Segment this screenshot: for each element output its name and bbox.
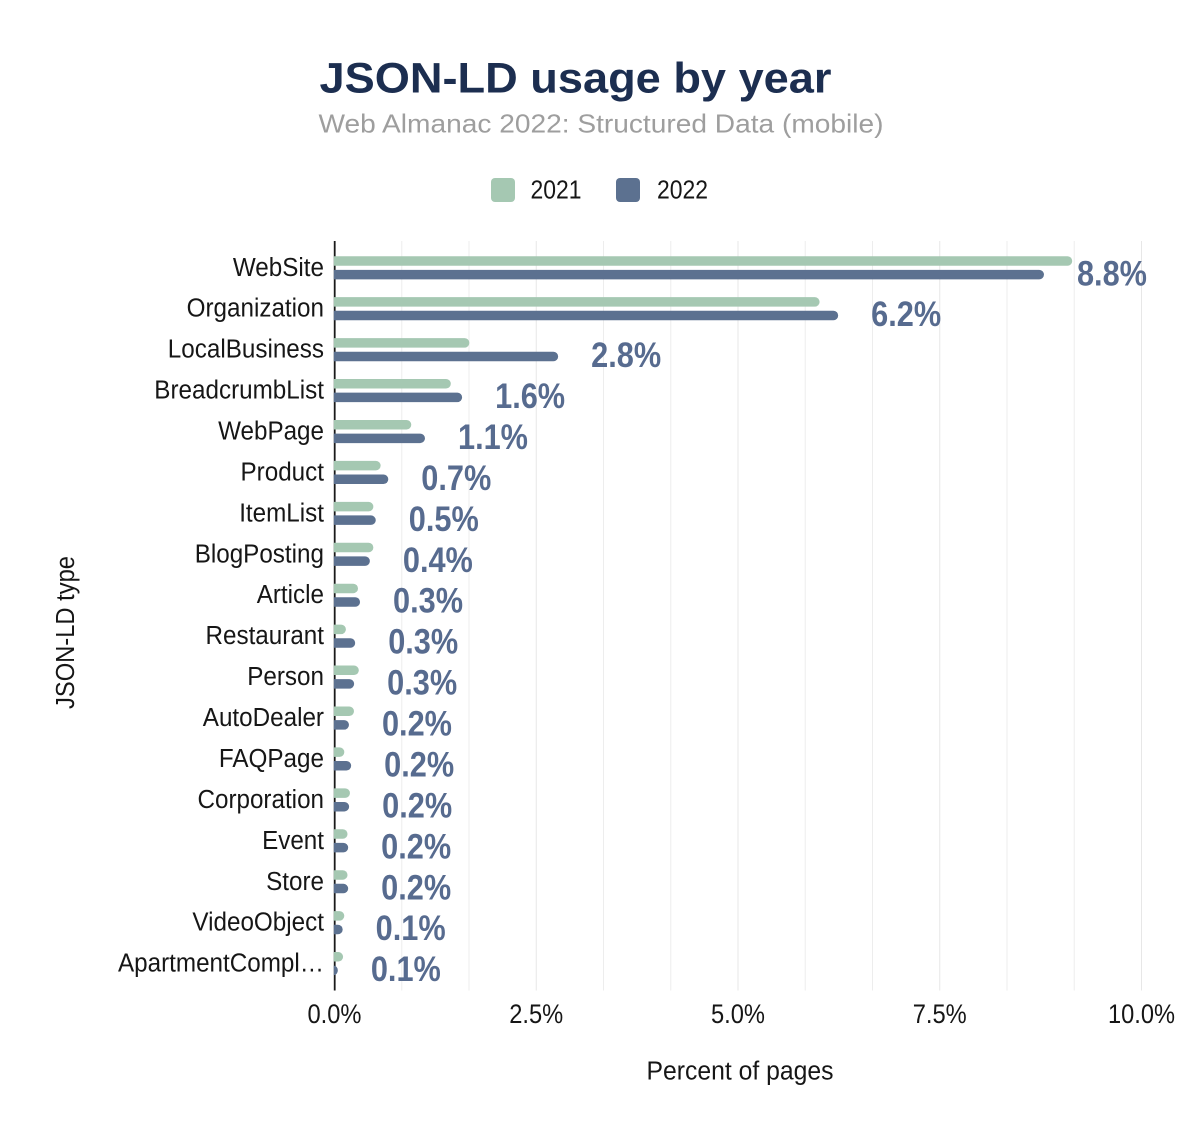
svg-text:0.4%: 0.4% [403, 541, 473, 580]
svg-text:VideoObject: VideoObject [192, 909, 324, 937]
svg-text:JSON-LD type: JSON-LD type [52, 556, 80, 709]
svg-text:0.3%: 0.3% [393, 582, 463, 621]
svg-text:6.2%: 6.2% [871, 295, 941, 334]
svg-text:FAQPage: FAQPage [219, 745, 324, 773]
svg-text:JSON-LD usage by year: JSON-LD usage by year [320, 54, 832, 102]
svg-text:2022: 2022 [657, 174, 708, 204]
svg-text:Article: Article [257, 581, 324, 609]
svg-text:0.3%: 0.3% [388, 623, 458, 662]
svg-text:0.2%: 0.2% [381, 868, 451, 907]
svg-text:AutoDealer: AutoDealer [203, 704, 325, 732]
svg-text:Store: Store [266, 868, 324, 896]
svg-text:Event: Event [262, 827, 324, 855]
svg-text:WebPage: WebPage [218, 418, 324, 446]
svg-text:0.2%: 0.2% [382, 705, 452, 744]
svg-text:Organization: Organization [187, 295, 324, 323]
svg-text:7.5%: 7.5% [913, 999, 967, 1029]
svg-text:0.1%: 0.1% [371, 950, 441, 989]
svg-text:Product: Product [241, 458, 325, 486]
svg-text:Percent of pages: Percent of pages [647, 1057, 834, 1085]
svg-text:0.0%: 0.0% [308, 999, 362, 1029]
svg-text:2.5%: 2.5% [509, 999, 563, 1029]
svg-text:2021: 2021 [531, 174, 582, 204]
svg-text:Web Almanac 2022: Structured D: Web Almanac 2022: Structured Data (mobil… [319, 109, 884, 139]
svg-text:WebSite: WebSite [233, 254, 324, 282]
svg-text:ItemList: ItemList [239, 499, 324, 527]
svg-text:0.2%: 0.2% [382, 786, 452, 825]
svg-text:0.1%: 0.1% [376, 909, 446, 948]
svg-text:BreadcrumbList: BreadcrumbList [154, 377, 324, 405]
svg-text:0.2%: 0.2% [384, 745, 454, 784]
svg-text:BlogPosting: BlogPosting [195, 540, 324, 568]
svg-text:2.8%: 2.8% [591, 336, 661, 375]
svg-text:Person: Person [247, 663, 324, 691]
svg-text:1.1%: 1.1% [458, 418, 528, 457]
svg-text:0.2%: 0.2% [381, 827, 451, 866]
svg-text:ApartmentCompl…: ApartmentCompl… [118, 950, 324, 978]
svg-text:10.0%: 10.0% [1108, 999, 1175, 1029]
svg-text:0.3%: 0.3% [387, 664, 457, 703]
svg-text:Corporation: Corporation [198, 786, 325, 814]
svg-text:5.0%: 5.0% [711, 999, 765, 1029]
svg-text:LocalBusiness: LocalBusiness [168, 336, 324, 364]
svg-text:0.5%: 0.5% [409, 500, 479, 539]
svg-text:8.8%: 8.8% [1077, 254, 1147, 293]
svg-text:0.7%: 0.7% [421, 459, 491, 498]
svg-text:Restaurant: Restaurant [206, 622, 325, 650]
svg-text:1.6%: 1.6% [495, 377, 565, 416]
